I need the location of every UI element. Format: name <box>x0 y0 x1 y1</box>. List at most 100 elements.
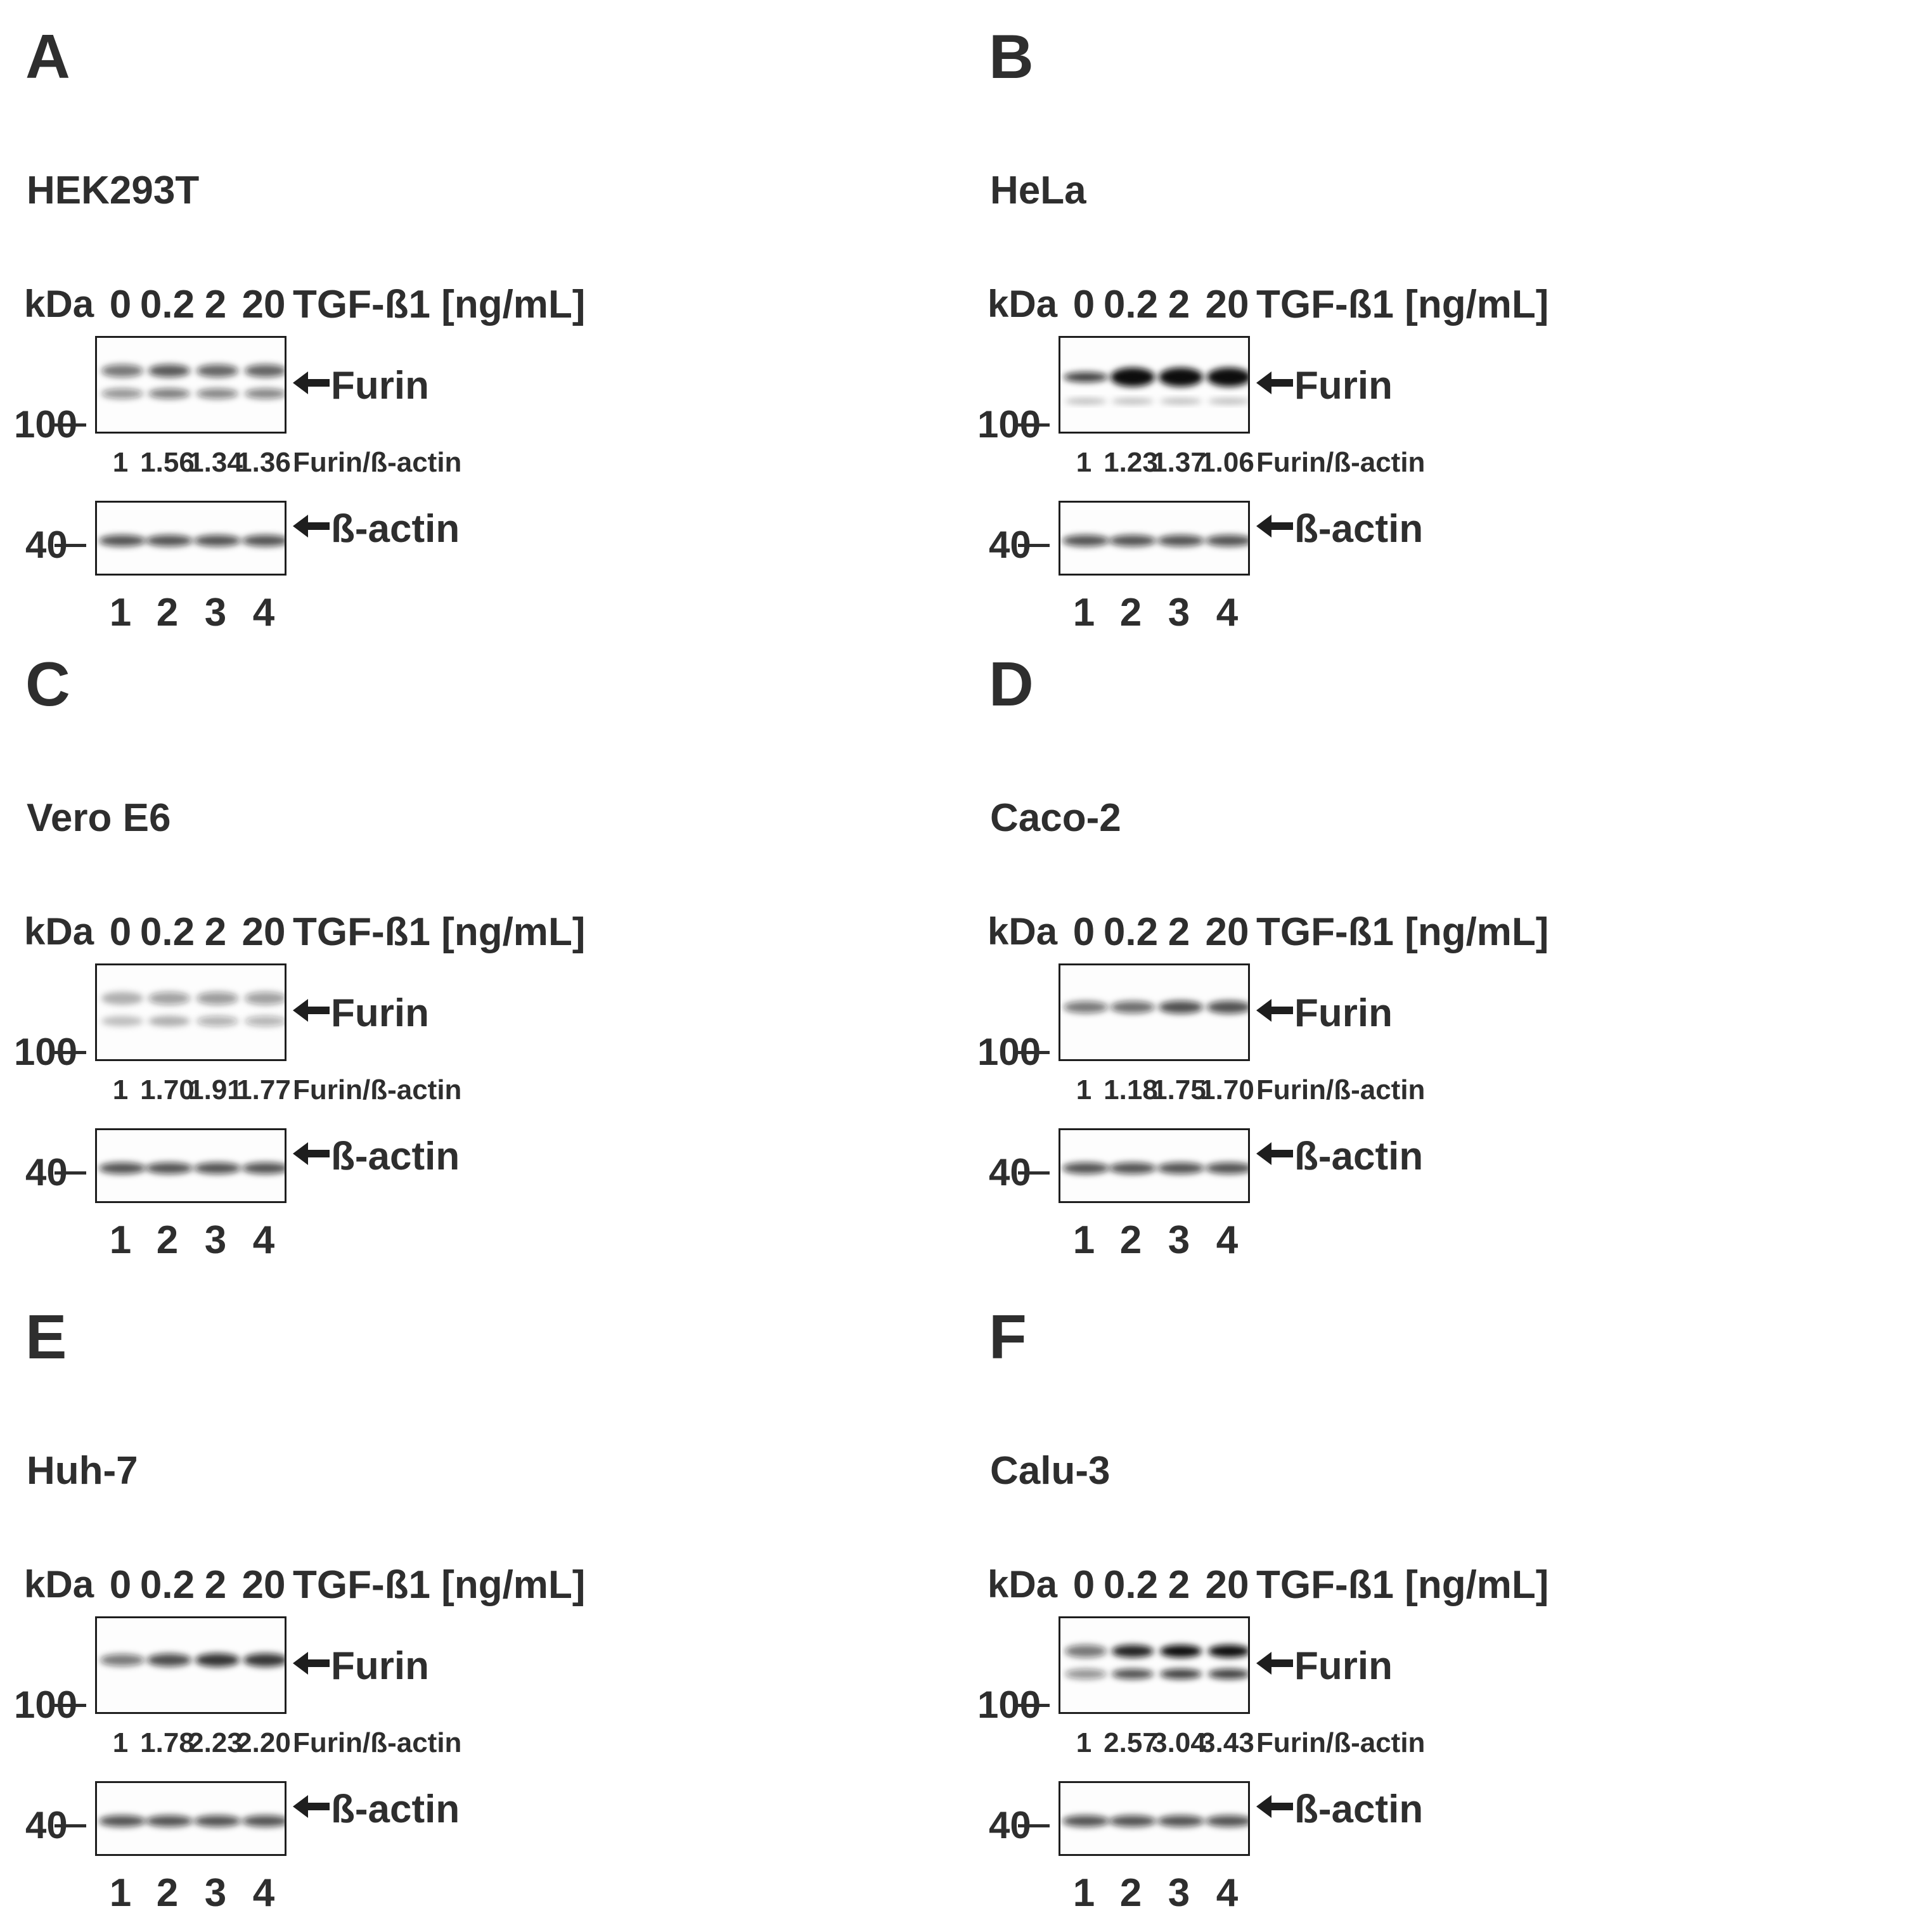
dose-label: 20 <box>1205 283 1249 326</box>
marker-40-tick <box>55 544 86 547</box>
actin-band-label: ß-actin <box>1294 1135 1424 1178</box>
dose-label: 0 <box>1072 1563 1095 1607</box>
dose-label: 0 <box>1072 283 1095 326</box>
furin-blot <box>1059 963 1250 1061</box>
furin-band-label: Furin <box>1294 991 1393 1035</box>
ratio-label: Furin/ß-actin <box>1256 1074 1426 1105</box>
arrow-left-icon <box>1256 1652 1293 1675</box>
protein-band <box>194 535 241 546</box>
furin-actin-ratio: 2.20 <box>236 1727 291 1758</box>
protein-band <box>1157 535 1204 546</box>
arrow-left-icon <box>1256 371 1293 394</box>
dose-label: 0.2 <box>1103 283 1159 326</box>
furin-actin-ratio: 1.77 <box>236 1074 291 1105</box>
lane-number: 4 <box>252 1871 275 1915</box>
protein-band <box>196 992 238 1005</box>
furin-band-label: Furin <box>331 364 429 408</box>
protein-band <box>242 535 285 546</box>
protein-band <box>99 1815 146 1827</box>
blot-image <box>1064 1000 1248 1014</box>
marker-40-tick <box>1018 544 1050 547</box>
treatment-label: TGF-ß1 [ng/mL] <box>1256 1563 1549 1607</box>
lane-number: 1 <box>1072 1218 1095 1262</box>
furin-actin-ratio: 3.04 <box>1152 1727 1206 1758</box>
furin-band-label: Furin <box>1294 364 1393 408</box>
arrow-left-icon <box>1256 999 1293 1022</box>
protein-band <box>196 389 238 399</box>
lane-number: 4 <box>252 591 275 634</box>
protein-band <box>1112 398 1154 404</box>
kda-label: kDa <box>988 910 1058 953</box>
protein-band <box>1208 398 1248 404</box>
actin-band-label: ß-actin <box>331 1135 460 1178</box>
marker-100-tick <box>1018 1704 1050 1707</box>
lane-number: 3 <box>1168 1871 1190 1915</box>
protein-band <box>195 1653 240 1667</box>
cell-line-title: HeLa <box>990 169 1086 212</box>
lane-number: 1 <box>109 1218 132 1262</box>
furin-actin-ratio: 1.18 <box>1104 1074 1158 1105</box>
furin-band-label: Furin <box>1294 1644 1393 1688</box>
protein-band <box>194 1815 241 1827</box>
furin-actin-ratio: 1.75 <box>1152 1074 1206 1105</box>
ratio-label: Furin/ß-actin <box>1256 1727 1426 1758</box>
treatment-label: TGF-ß1 [ng/mL] <box>293 910 586 954</box>
lane-number: 2 <box>1119 591 1142 634</box>
protein-band <box>1109 535 1156 546</box>
lane-number: 3 <box>204 1218 227 1262</box>
protein-band <box>146 1815 193 1827</box>
furin-blot <box>1059 336 1250 434</box>
lane-number: 2 <box>156 591 179 634</box>
furin-band-label: Furin <box>331 1644 429 1688</box>
protein-band <box>1206 1815 1248 1827</box>
protein-band <box>1160 398 1202 404</box>
lane-number: 1 <box>109 1871 132 1915</box>
actin-blot <box>95 501 286 576</box>
furin-actin-ratio: 2.23 <box>188 1727 243 1758</box>
dose-label: 20 <box>1205 1563 1249 1607</box>
protein-band <box>1206 1162 1248 1174</box>
cell-line-title: HEK293T <box>27 169 200 212</box>
protein-band <box>148 364 190 377</box>
lane-number: 4 <box>1216 1218 1239 1262</box>
panel-letter: D <box>989 649 1034 719</box>
blot-image <box>1065 1645 1248 1679</box>
arrow-left-icon <box>293 1652 330 1675</box>
lane-number: 3 <box>204 1871 227 1915</box>
protein-band <box>196 1016 238 1026</box>
actin-blot <box>1059 501 1250 576</box>
panel-letter: F <box>989 1302 1027 1372</box>
dose-label: 0 <box>109 283 132 326</box>
figure-panel: D Caco-2 kDa 0 0.2 2 20 TGF-ß1 [ng/mL] 100 40 Furi… <box>963 628 1914 1260</box>
protein-band <box>1160 1669 1202 1679</box>
furin-actin-ratio: 1.56 <box>140 447 195 478</box>
arrow-left-icon <box>293 1142 330 1165</box>
actin-blot <box>1059 1781 1250 1856</box>
treatment-label: TGF-ß1 [ng/mL] <box>1256 910 1549 954</box>
marker-100-tick <box>1018 1051 1050 1054</box>
blot-image <box>99 535 285 546</box>
blot-image <box>99 1162 285 1174</box>
protein-band <box>1062 1815 1109 1827</box>
protein-band <box>245 1016 285 1026</box>
protein-band <box>147 1653 191 1667</box>
protein-band <box>1065 398 1107 404</box>
protein-band <box>1110 368 1155 387</box>
arrow-left-icon <box>1256 1795 1293 1818</box>
marker-40-tick <box>1018 1824 1050 1827</box>
cell-line-title: Huh-7 <box>27 1449 138 1493</box>
panel-letter: B <box>989 22 1034 91</box>
ratio-label: Furin/ß-actin <box>293 447 462 478</box>
dose-label: 20 <box>241 910 286 954</box>
lane-number: 4 <box>1216 591 1239 634</box>
furin-actin-ratio: 1.23 <box>1104 447 1158 478</box>
dose-label: 2 <box>1168 910 1190 954</box>
dose-label: 2 <box>204 283 227 326</box>
lane-number: 1 <box>1072 1871 1095 1915</box>
lane-number: 4 <box>1216 1871 1239 1915</box>
furin-blot <box>95 336 286 434</box>
protein-band <box>100 1654 145 1666</box>
protein-band <box>148 1016 190 1026</box>
protein-band <box>101 389 143 399</box>
